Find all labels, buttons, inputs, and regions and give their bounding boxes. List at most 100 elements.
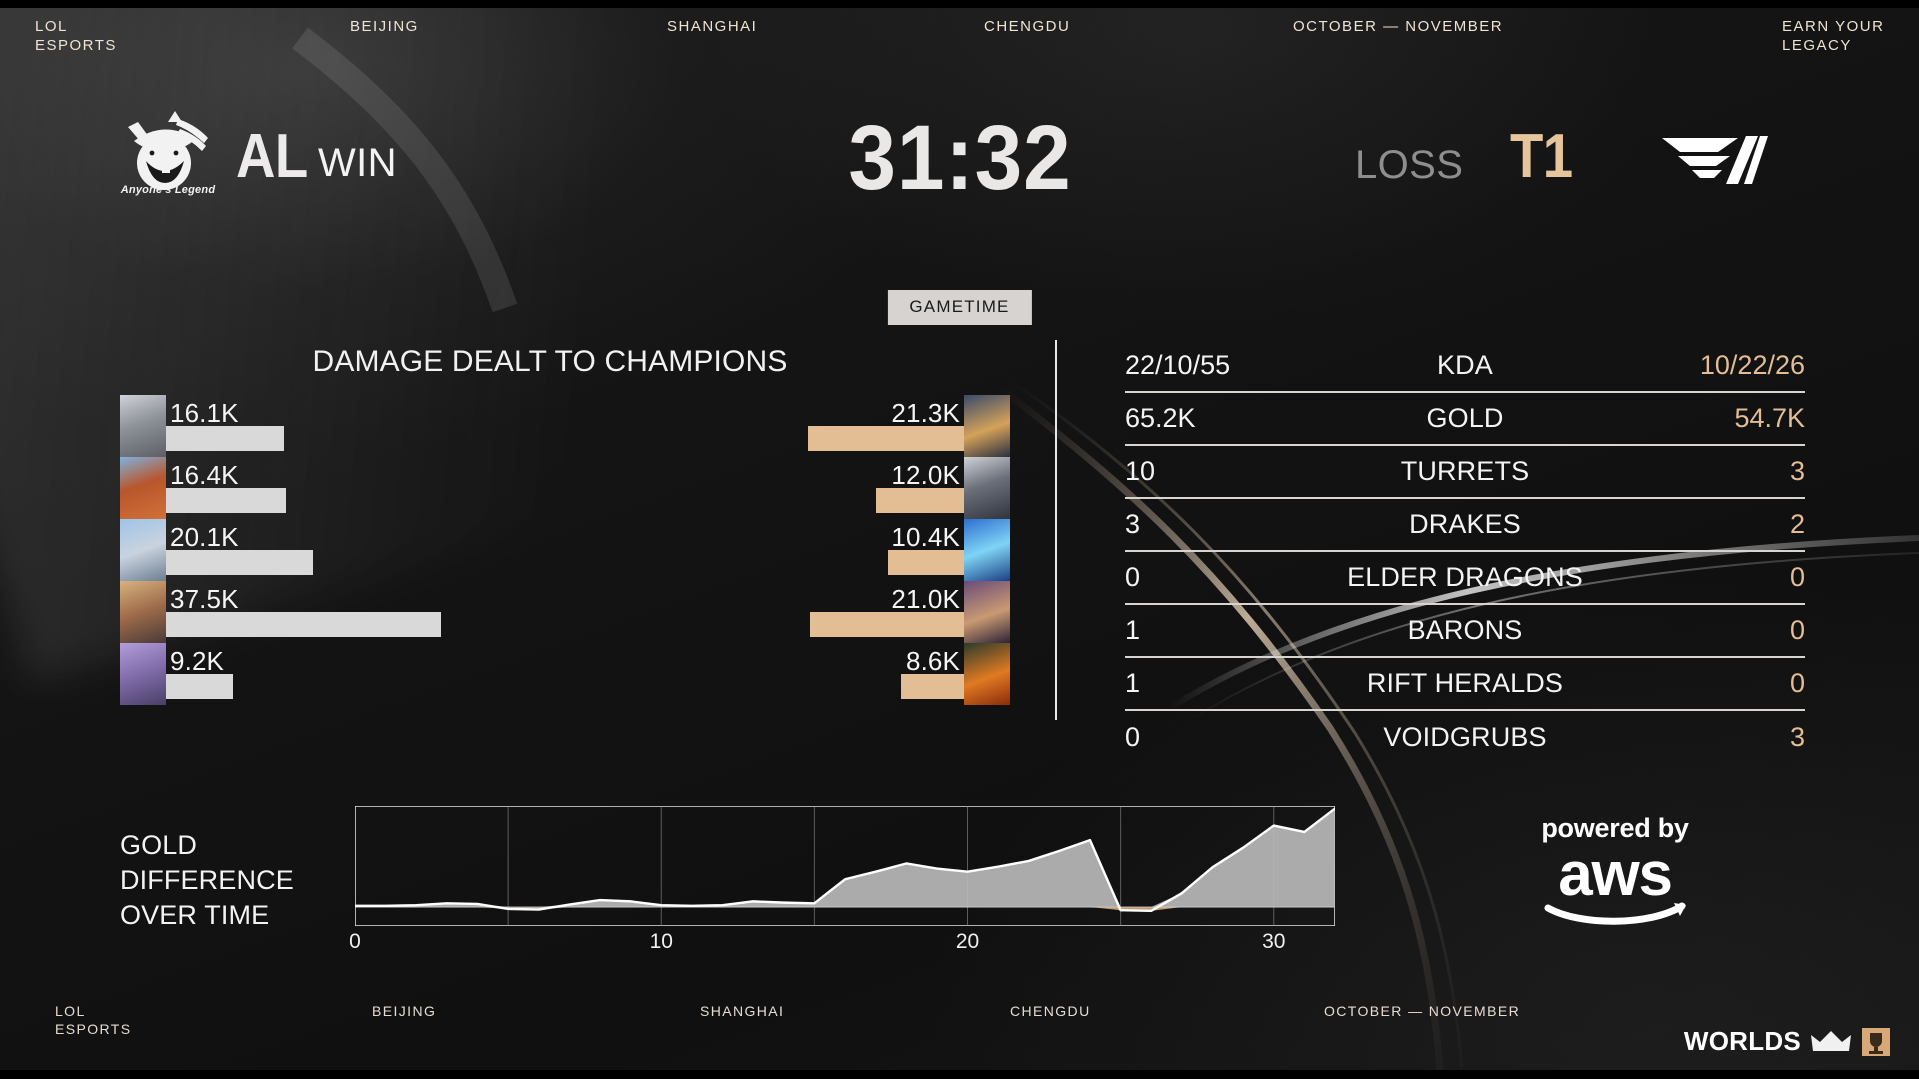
gold-difference-label-line3: OVER TIME [120,900,270,931]
right-team-result: LOSS [1355,143,1464,187]
header-city-beijing: BEIJING [350,18,419,35]
gold-difference-tick: 0 [349,930,361,953]
damage-value-left: 9.2K [170,646,225,676]
stats-label: RIFT HERALDS [1366,668,1564,698]
header-dates: OCTOBER — NOVEMBER [1293,18,1504,35]
worlds-logo: WORLDS [1684,1026,1891,1057]
stats-label: VOIDGRUBS [1383,722,1547,752]
damage-row-left: 16.4K [120,457,481,519]
event-footer: LOL ESPORTS BEIJING SHANGHAI CHENGDU OCT… [0,1003,1919,1063]
stats-value-right: 3 [1789,456,1805,486]
damage-row-left: 9.2K [120,643,481,705]
damage-row-left: 16.1K [120,395,481,457]
footer-city-beijing: BEIJING [372,1003,437,1019]
champion-portrait-anivia [964,519,1010,581]
worlds-trophy-icon [1862,1027,1890,1056]
header-brand-line2: ESPORTS [35,36,117,54]
damage-value-left: 20.1K [170,522,239,552]
stats-row: 1 BARONS 0 [1125,605,1805,658]
damage-row-right: 10.4K [649,519,1010,581]
damage-row-right: 12.0K [649,457,1010,519]
stats-label: TURRETS [1400,456,1530,486]
damage-bar-left [166,612,441,637]
damage-row-left: 37.5K [120,581,481,643]
stats-value-left: 0 [1125,562,1141,592]
stats-row: 22/10/55 KDA 10/22/26 [1125,340,1805,393]
panel-divider [1055,340,1057,720]
stats-label: KDA [1437,350,1493,380]
worlds-wordmark: WORLDS [1683,1026,1801,1056]
champion-portrait-swain [120,395,166,457]
game-timer: 31:32 [0,112,1919,204]
damage-row-right: 8.6K [649,643,1010,705]
damage-value-right: 21.0K [891,584,960,614]
left-team-result: WIN [318,141,397,185]
game-timer-value: 31:32 [847,107,1072,209]
damage-bar-right [808,426,964,451]
gold-difference-tick: 30 [1262,930,1286,953]
damage-bar-left [166,426,284,451]
damage-bar-right [876,488,964,513]
damage-value-right: 12.0K [891,460,960,490]
team-name-caption: Anyone's Legend [120,184,216,196]
champion-portrait-yone [964,457,1010,519]
stats-label: DRAKES [1409,509,1521,539]
gold-difference-label: GOLD DIFFERENCE OVER TIME [120,828,294,933]
damage-value-left: 16.4K [170,460,239,490]
stats-row: 1 RIFT HERALDS 0 [1125,658,1805,711]
footer-brand-line1: LOL [55,1003,86,1019]
team-logo-anyones-legend [128,111,208,190]
damage-value-left: 16.1K [170,398,239,428]
damage-row-right: 21.3K [649,395,1010,457]
worlds-crown-icon [1811,1030,1851,1051]
damage-row-right: 21.0K [649,581,1010,643]
champion-portrait-jayce [964,581,1010,643]
champion-portrait-brand [964,643,1010,705]
team-logo-t1 [1662,136,1768,184]
footer-city-shanghai: SHANGHAI [700,1003,785,1019]
stats-row: 0 VOIDGRUBS 3 [1125,711,1805,764]
damage-bar-right [901,674,964,699]
damage-bar-left [166,674,233,699]
footer-brand-line2: ESPORTS [55,1020,132,1037]
stats-value-right: 2 [1789,509,1805,539]
team-stats-table: 22/10/55 KDA 10/22/26 65.2K GOLD 54.7K 10 TURRE… [1125,340,1805,764]
aws-sponsor-logo: powered by aws [1515,815,1715,931]
aws-powered-by-text: powered by [1541,813,1689,843]
event-header: LOL ESPORTS BEIJING SHANGHAI CHENGDU OCT… [0,18,1919,78]
stats-value-left: 65.2K [1125,403,1196,433]
stats-value-left: 0 [1125,722,1141,752]
right-team-abbr: T1 [1510,122,1573,191]
gold-difference-axis: 0 10 20 30 [349,930,1335,964]
stats-value-right: 0 [1789,562,1805,592]
stats-row: 65.2K GOLD 54.7K [1125,393,1805,446]
stats-value-right: 10/22/26 [1699,350,1805,380]
champion-portrait-poppy [120,643,166,705]
footer-city-chengdu: CHENGDU [1010,1003,1091,1019]
header-city-chengdu: CHENGDU [984,18,1071,35]
stats-label: GOLD [1426,403,1504,433]
aws-smile-icon [1544,902,1686,925]
header-city-shanghai: SHANGHAI [667,18,758,35]
stats-value-left: 3 [1125,509,1141,539]
damage-value-right: 8.6K [905,646,960,676]
stats-value-right: 3 [1789,722,1805,752]
champion-portrait-ashe [120,581,166,643]
stats-value-right: 0 [1789,668,1805,698]
damage-bar-left [166,488,286,513]
stats-label: ELDER DRAGONS [1347,562,1583,592]
stats-value-right: 0 [1789,615,1805,645]
header-tagline-line2: LEGACY [1782,36,1852,54]
damage-bar-right [810,612,964,637]
champion-portrait-wukong [120,457,166,519]
damage-value-right: 10.4K [891,522,960,552]
damage-row-left: 20.1K [120,519,481,581]
gold-difference-label-line2: DIFFERENCE [120,865,294,896]
stats-label: BARONS [1407,615,1523,645]
gametime-badge: GAMETIME [887,290,1032,325]
header-brand-line1: LOL [35,18,68,35]
stats-row: 0 ELDER DRAGONS 0 [1125,552,1805,605]
damage-value-right: 21.3K [891,398,960,428]
header-tagline-line1: EARN YOUR [1782,18,1885,35]
